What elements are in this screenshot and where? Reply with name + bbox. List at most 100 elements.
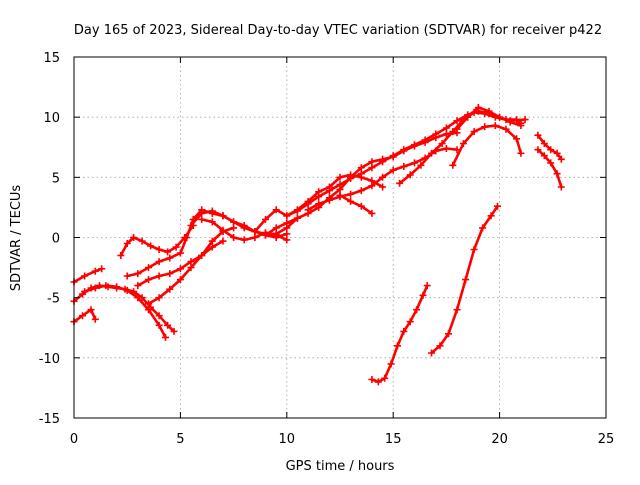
data-point: [283, 212, 291, 220]
data-point: [470, 246, 478, 253]
data-point: [187, 222, 195, 229]
data-point: [540, 152, 548, 160]
x-tick-label: 10: [279, 432, 296, 447]
data-point: [176, 265, 184, 273]
data-point: [442, 130, 450, 138]
series-arc-8: [145, 224, 238, 308]
data-point: [462, 276, 470, 284]
data-point: [357, 164, 365, 172]
data-point: [230, 224, 238, 232]
y-axis-label: SDTVAR / TECUs: [9, 185, 24, 292]
data-point: [102, 282, 110, 290]
data-point: [381, 374, 389, 382]
data-point: [219, 237, 227, 245]
data-point: [283, 230, 291, 238]
data-point: [517, 149, 525, 157]
data-point: [138, 237, 146, 245]
data-point: [91, 267, 99, 275]
data-point: [145, 264, 152, 272]
data-point: [419, 291, 427, 299]
data-point: [449, 128, 457, 136]
data-point: [400, 327, 408, 335]
data-point: [553, 149, 561, 157]
y-tick-label: -15: [39, 412, 60, 427]
data-point: [368, 164, 376, 172]
data-point: [481, 110, 489, 118]
data-point: [262, 215, 269, 223]
data-point: [81, 272, 89, 280]
series-line: [72, 267, 103, 284]
data-point: [394, 342, 401, 350]
data-point: [368, 209, 376, 217]
data-point: [208, 237, 216, 245]
data-point: [432, 130, 440, 138]
data-point: [208, 207, 216, 215]
data-point: [438, 140, 446, 148]
data-point: [436, 342, 444, 350]
data-point: [240, 224, 248, 232]
data-point: [540, 140, 548, 148]
data-point: [304, 206, 312, 214]
data-point: [155, 258, 163, 266]
data-point: [449, 161, 457, 169]
data-point: [155, 246, 163, 253]
data-point: [164, 248, 172, 256]
data-point: [187, 258, 195, 266]
data-point: [413, 306, 421, 314]
data-point: [464, 113, 472, 121]
data-point: [357, 202, 365, 210]
series-arc-19: [368, 282, 431, 386]
data-point: [325, 187, 333, 195]
series-line: [72, 308, 97, 323]
data-point: [145, 276, 152, 284]
data-point: [187, 264, 195, 272]
data-point: [145, 306, 152, 314]
x-tick-label: 15: [385, 432, 402, 447]
data-point: [491, 122, 499, 130]
data-point: [272, 231, 280, 239]
data-point: [534, 146, 542, 154]
data-point: [400, 146, 408, 154]
data-point: [172, 243, 180, 251]
data-point: [336, 191, 344, 199]
data-point: [198, 209, 206, 217]
data-point: [379, 158, 387, 166]
data-point: [134, 270, 142, 278]
tick-layer: 0 5 10 15 20 25 -15 -10 -5 0 5 10 15: [39, 51, 615, 447]
data-point: [557, 183, 565, 191]
data-point: [325, 196, 333, 204]
data-point: [406, 318, 414, 326]
series-line: [119, 224, 195, 257]
series-arc-21: [534, 131, 565, 163]
data-point: [293, 214, 301, 222]
data-point: [176, 276, 184, 284]
data-point: [428, 149, 435, 157]
data-point: [487, 212, 495, 220]
x-tick-label: 25: [598, 432, 615, 447]
x-tick-label: 5: [176, 432, 184, 447]
series-arc-15: [336, 191, 376, 217]
data-point: [336, 181, 344, 189]
series-arc-17: [449, 122, 525, 169]
data-point: [557, 155, 565, 163]
data-point: [389, 166, 397, 174]
data-point: [347, 190, 355, 198]
x-tick-label: 20: [491, 432, 508, 447]
data-point: [91, 284, 99, 292]
data-point: [98, 265, 106, 273]
data-point: [81, 288, 89, 296]
data-point: [230, 234, 238, 241]
data-point: [411, 159, 418, 167]
data-point: [208, 218, 216, 226]
y-tick-label: -5: [47, 292, 60, 307]
data-point: [474, 104, 482, 111]
data-point: [164, 321, 172, 329]
data-point: [117, 252, 125, 259]
data-point: [134, 294, 142, 302]
data-point: [336, 173, 344, 181]
data-point: [368, 376, 376, 383]
data-point: [123, 272, 131, 280]
data-point: [521, 116, 529, 124]
